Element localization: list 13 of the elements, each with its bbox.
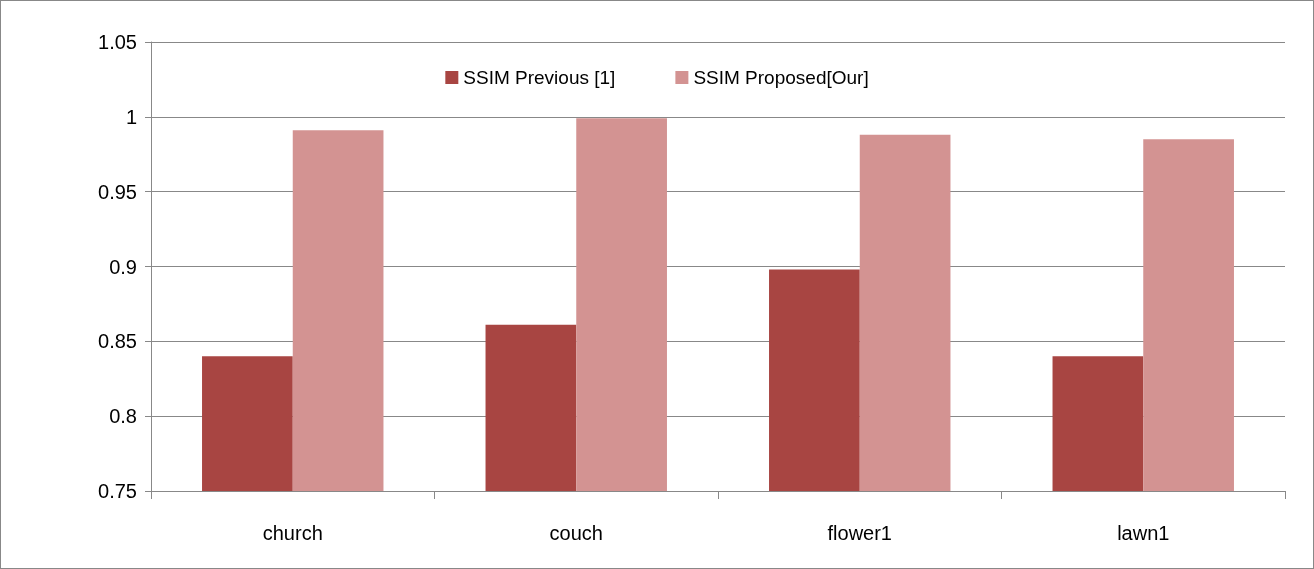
legend-label: SSIM Previous [1] [463, 67, 616, 88]
y-tick-label: 0.9 [109, 255, 137, 278]
y-tick-label: 0.95 [98, 180, 137, 203]
y-tick-label: 1.05 [98, 31, 137, 53]
y-tick-label: 0.8 [109, 405, 137, 428]
x-tick-label: flower1 [827, 522, 892, 544]
x-tick-label: lawn1 [1117, 522, 1170, 544]
x-tick-label: couch [549, 522, 603, 544]
y-tick-label: 0.75 [98, 480, 137, 502]
x-tick-label: church [262, 522, 323, 544]
legend-label: SSIM Proposed[Our] [693, 67, 869, 88]
y-tick-label: 1 [125, 105, 137, 128]
y-tick-label: 0.85 [98, 330, 137, 353]
